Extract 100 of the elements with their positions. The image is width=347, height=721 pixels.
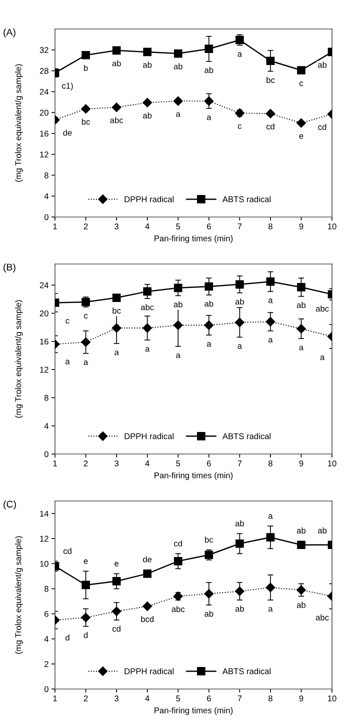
- data-label: ab: [174, 63, 182, 70]
- point: [204, 96, 214, 106]
- point: [81, 612, 90, 622]
- point: [142, 98, 152, 108]
- y-tick-label: 6: [44, 611, 48, 617]
- point: [82, 50, 90, 60]
- point: [112, 577, 121, 586]
- y-axis-title: (mg Trolox equivalent/g sample): [15, 300, 23, 418]
- point: [174, 49, 182, 58]
- data-label: bc: [266, 76, 275, 83]
- y-tick-label: 12: [40, 366, 48, 373]
- x-tick-label: 5: [176, 224, 180, 230]
- x-tick-label: 8: [268, 460, 272, 466]
- x-tick-label: 7: [238, 696, 242, 702]
- x-axis-title: Pan-firing times (min): [154, 235, 233, 243]
- x-tick-label: 7: [238, 224, 242, 230]
- x-tick-label: 10: [328, 460, 336, 466]
- data-label: a: [268, 298, 273, 304]
- data-label: ab: [296, 302, 306, 308]
- legend-label: DPPH radical: [124, 433, 174, 440]
- point: [235, 586, 244, 596]
- data-label: ab: [318, 527, 327, 534]
- point: [112, 46, 121, 55]
- x-tick-label: 3: [114, 460, 119, 466]
- data-label: ab: [296, 602, 306, 608]
- data-label: cd: [63, 548, 72, 554]
- data-label: cd: [174, 540, 182, 546]
- x-tick-label: 2: [84, 695, 88, 702]
- data-label: ab: [112, 60, 121, 66]
- y-tick-label: 0: [44, 686, 48, 692]
- data-label: ab: [235, 520, 244, 526]
- y-tick-label: 16: [40, 338, 48, 345]
- data-label: a: [66, 360, 70, 364]
- point: [204, 44, 214, 54]
- x-axis-title: Pan-firing times (min): [154, 472, 233, 480]
- x-tick-label: 9: [299, 223, 304, 230]
- x-tick-label: 1: [53, 460, 57, 466]
- x-tick-label: 7: [238, 460, 242, 466]
- data-label: c: [84, 314, 88, 319]
- data-label: abc: [110, 117, 124, 124]
- x-tick-label: 5: [176, 460, 180, 466]
- x-tick-label: 1: [53, 224, 57, 230]
- data-label: ab: [143, 112, 152, 118]
- x-axis-title: Pan-firing times (min): [154, 707, 233, 715]
- y-tick-label: 10: [40, 560, 48, 567]
- x-tick-label: 10: [328, 695, 336, 702]
- data-label: a: [268, 607, 273, 612]
- y-tick-label: 4: [44, 636, 49, 642]
- data-label: c: [238, 124, 242, 129]
- chart-title: (A): [4, 28, 16, 38]
- x-tick-label: 4: [145, 460, 150, 466]
- legend-label: DPPH radical: [124, 668, 174, 674]
- y-axis-title: (mg Trolox equivalent/g sample): [15, 536, 23, 654]
- point: [82, 580, 90, 590]
- point: [112, 323, 122, 333]
- data-label: a: [206, 115, 212, 120]
- point: [204, 320, 214, 330]
- data-label: a: [299, 346, 304, 350]
- data-label: e: [299, 134, 304, 139]
- y-tick-label: 4: [44, 423, 49, 429]
- y-tick-label: 20: [40, 110, 48, 116]
- y-tick-label: 8: [44, 172, 48, 178]
- point: [112, 606, 122, 616]
- point: [266, 277, 275, 286]
- point: [173, 96, 183, 106]
- data-label: c1): [62, 82, 73, 90]
- x-tick-label: 10: [328, 223, 336, 230]
- data-label: ab: [174, 301, 182, 308]
- chart-title: (C): [4, 500, 16, 510]
- point: [236, 280, 244, 289]
- data-label: de: [143, 556, 152, 562]
- point: [297, 283, 306, 292]
- data-label: ab: [143, 62, 152, 68]
- data-label: bc: [205, 536, 214, 543]
- data-label: ab: [204, 66, 214, 74]
- point: [266, 108, 276, 118]
- data-label: ab: [235, 298, 244, 305]
- point: [142, 323, 152, 333]
- point: [112, 294, 121, 302]
- data-label: ab: [204, 300, 214, 307]
- data-label: c: [66, 318, 70, 324]
- point: [143, 287, 152, 296]
- data-label: a: [238, 344, 242, 349]
- y-tick-label: 32: [40, 47, 48, 53]
- point: [112, 102, 122, 112]
- y-tick-label: 2: [44, 661, 48, 667]
- data-label: a: [268, 514, 273, 519]
- y-tick-label: 12: [40, 152, 48, 158]
- legend-label: ABTS radical: [222, 668, 270, 674]
- data-label: abc: [140, 304, 154, 310]
- y-tick-label: 8: [44, 394, 48, 401]
- point: [297, 540, 306, 550]
- y-tick-label: 24: [40, 282, 49, 288]
- data-label: bcd: [141, 616, 154, 622]
- y-tick-label: 24: [40, 88, 49, 95]
- point: [174, 556, 182, 566]
- y-tick-label: 28: [40, 68, 48, 74]
- data-label: a: [320, 356, 325, 360]
- y-axis-title: (mg Trolox equivalent/g sample): [15, 64, 23, 182]
- x-tick-label: 3: [114, 223, 119, 230]
